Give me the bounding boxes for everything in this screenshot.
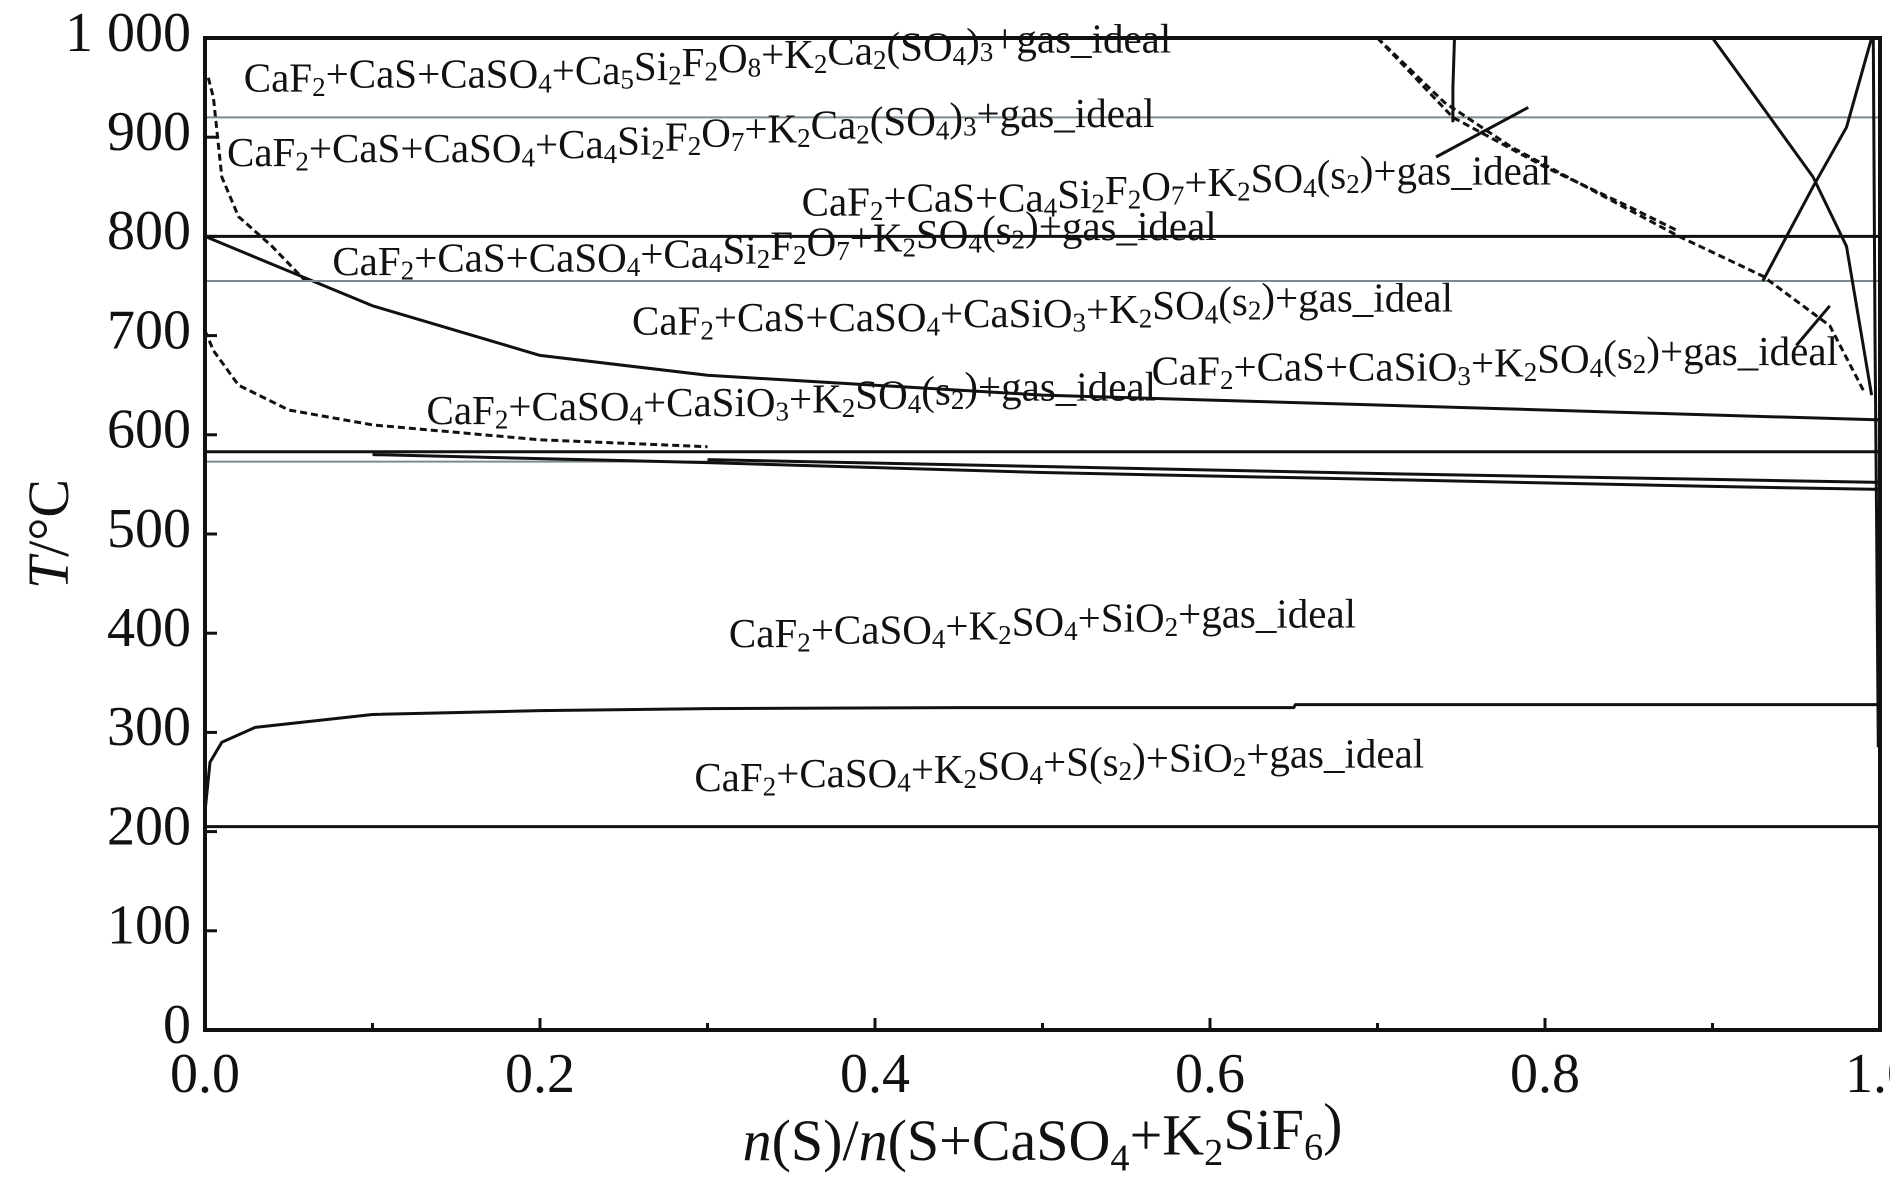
x-tick-label: 1.0 [1845, 1043, 1890, 1105]
y-tick-label: 600 [107, 399, 191, 461]
y-axis-title: T/°C [16, 479, 81, 589]
x-tick-label: 0.0 [170, 1043, 240, 1105]
y-tick-label: 100 [107, 895, 191, 957]
plot-frame [203, 36, 1882, 1032]
y-tick-label: 300 [107, 696, 191, 758]
y-axis: 0 100 200 300 400 500 600 700 800 900 1 000 [65, 2, 217, 1056]
x-tick-label: 0.8 [1510, 1043, 1580, 1105]
x-tick-label: 0.6 [1175, 1043, 1245, 1105]
boundary-curve-15 [1451, 37, 1456, 123]
x-axis: 0.0 0.2 0.4 0.6 0.8 1.0 [170, 1018, 1890, 1105]
x-tick-label: 0.4 [840, 1043, 910, 1105]
x-axis-title: n(S)/n(S+CaSO4​+K2​SiF6​) [743, 1091, 1343, 1179]
boundary-curve-20 [1795, 304, 1831, 347]
y-tick-label: 700 [107, 299, 191, 361]
y-tick-label: 900 [107, 101, 191, 163]
boundary-curve-16 [1711, 37, 1874, 396]
boundary-curve-14 [1376, 36, 1680, 233]
boundary-curve-17 [1761, 37, 1874, 282]
region-label-5: CaF2​+CaS+CaSO4​+CaSiO3​+K2​SO4​(s2​)+ga… [632, 275, 1453, 346]
boundary-curve-6 [707, 458, 1881, 484]
region-label-4: CaF2​+CaS+CaSO4​+Ca4​Si2​F2​O7​+K2​SO4​(… [332, 203, 1216, 286]
region-labels: CaF2​+CaS+CaSO4​+Ca5​Si2​F2​O8​+K2​Ca2​(… [227, 16, 1838, 802]
boundary-curve-5 [372, 453, 1881, 491]
boundary-curve-7 [204, 235, 1881, 422]
y-tick-label: 1 000 [65, 2, 191, 64]
y-tick-label: 500 [107, 498, 191, 560]
boundary-curve-2 [203, 703, 1880, 812]
region-label-9: CaF2​+CaSO4​+K2​SO4​+S(s2​)+SiO2​+gas_id… [694, 731, 1424, 802]
y-tick-label: 800 [107, 200, 191, 262]
region-label-7: CaF2​+CaSO4​+CaSiO3​+K2​SO4​(s2​)+gas_id… [427, 364, 1156, 435]
region-label-6: CaF2​+CaS+CaSiO3​+K2​SO4​(s2​)+gas_ideal [1152, 328, 1838, 395]
phase-boundaries [203, 36, 1881, 829]
region-label-8: CaF2​+CaSO4​+K2​SO4​+SiO2​+gas_ideal [729, 591, 1356, 658]
region-label-3: CaF2​+CaS+Ca4​Si2​F2​O7​+K2​SO4​(s2​)+ga… [802, 148, 1552, 227]
x-tick-label: 0.2 [505, 1043, 575, 1105]
boundary-curve-18 [1871, 37, 1880, 748]
y-tick-label: 400 [107, 597, 191, 659]
y-tick-label: 0 [163, 994, 191, 1056]
boundary-curve-19 [1435, 106, 1530, 159]
region-label-2: CaF2​+CaS+CaSO4​+Ca4​Si2​F2​O7​+K2​Ca2​(… [227, 90, 1155, 176]
y-tick-label: 200 [107, 795, 191, 857]
boundary-curve-9 [206, 77, 307, 283]
